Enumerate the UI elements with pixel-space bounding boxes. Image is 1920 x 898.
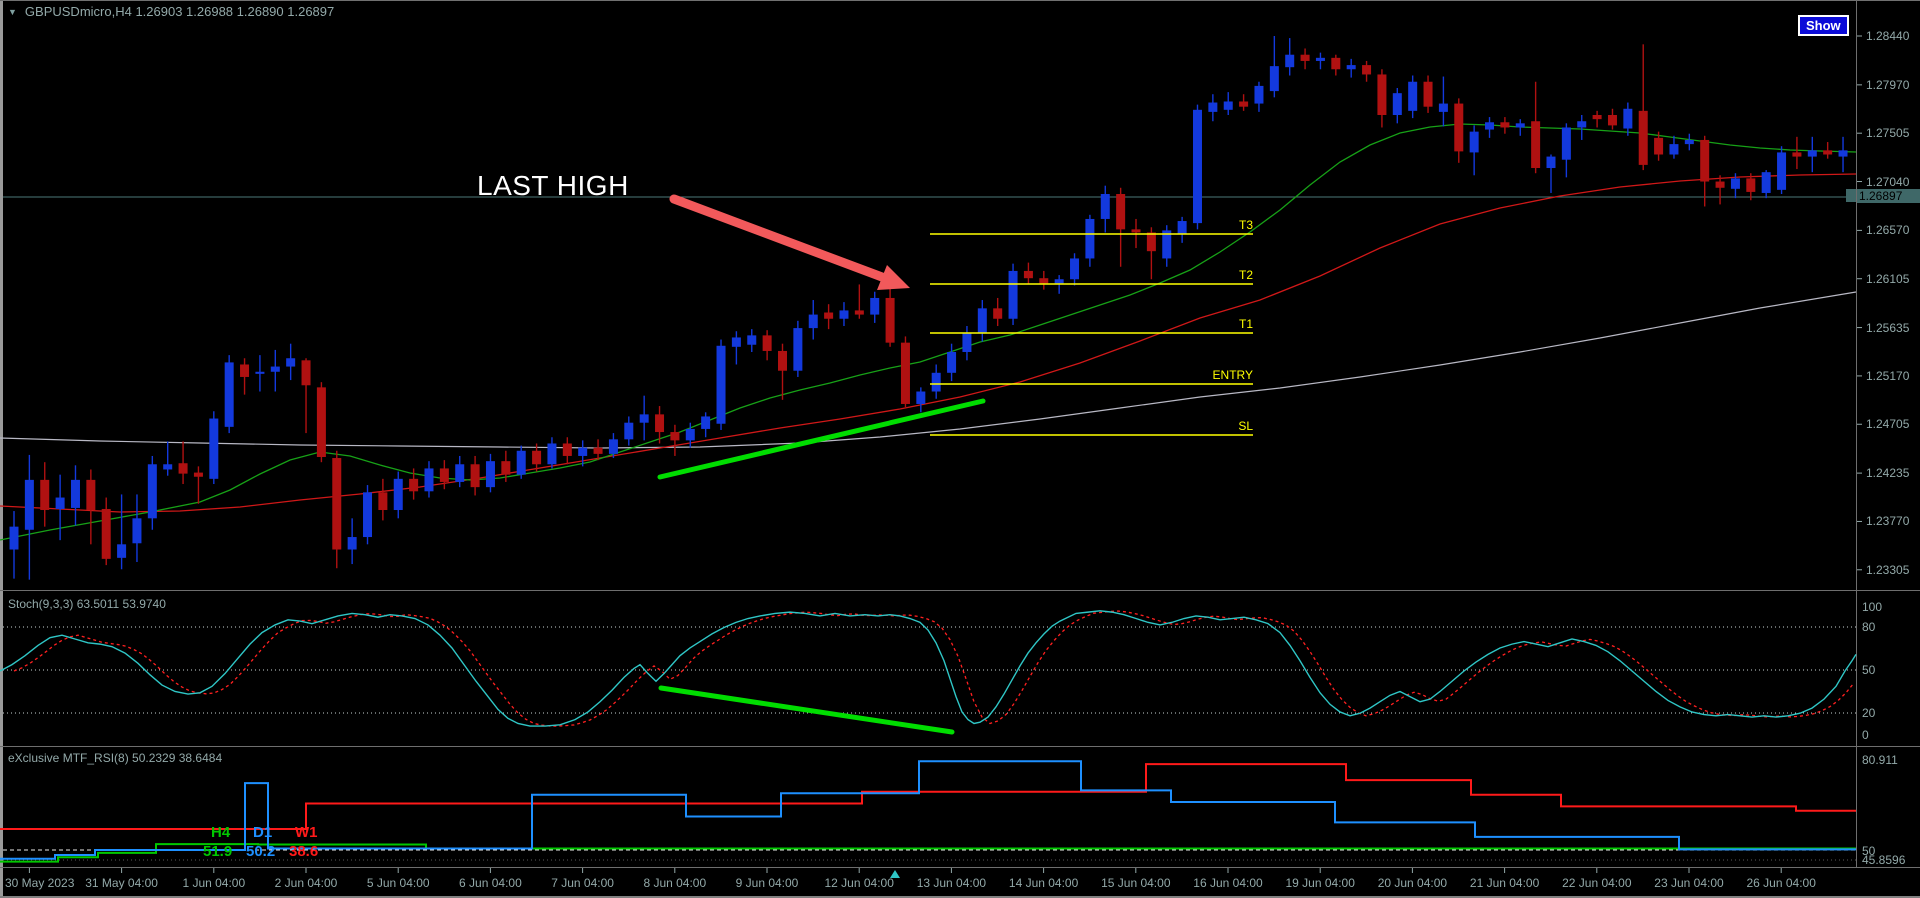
symbol-ohlc-text: GBPUSDmicro,H4 1.26903 1.26988 1.26890 1…: [24, 4, 335, 19]
rsi-indicator-header: eXclusive MTF_RSI(8) 50.2329 38.6484: [8, 751, 223, 765]
time-label: 13 Jun 04:00: [916, 876, 987, 890]
level-label-sl[interactable]: SL: [1238, 419, 1253, 433]
level-label-t3[interactable]: T3: [1238, 218, 1253, 232]
time-label: 2 Jun 04:00: [274, 876, 338, 890]
time-label: 20 Jun 04:00: [1377, 876, 1448, 890]
price-label: 1.27505: [1866, 126, 1910, 141]
price-label: 1.27970: [1866, 77, 1910, 92]
time-label: 21 Jun 04:00: [1469, 876, 1540, 890]
stoch-scale-label: 0: [1862, 728, 1869, 742]
chart-list-icon: ▼: [8, 7, 17, 17]
time-label: 26 Jun 04:00: [1746, 876, 1816, 890]
time-label: 15 Jun 04:00: [1101, 876, 1171, 890]
time-label: 7 Jun 04:00: [551, 876, 614, 890]
price-label: 1.23770: [1866, 514, 1910, 529]
main-chart-area[interactable]: [0, 16, 1856, 588]
price-label: 1.24235: [1866, 466, 1910, 481]
rsi-value-h4: 51.9: [203, 843, 233, 860]
time-label: 16 Jun 04:00: [1193, 876, 1263, 890]
stoch-scale-label: 50: [1862, 663, 1876, 677]
time-label: 1 Jun 04:00: [182, 876, 246, 890]
rsi-scale-label: 80.911: [1862, 753, 1898, 767]
time-label: 31 May 04:00: [85, 876, 158, 890]
price-label: 1.28440: [1866, 29, 1910, 43]
price-label: 1.24705: [1866, 417, 1910, 432]
rsi-legend-d1: D1: [253, 824, 273, 841]
time-label: 23 Jun 04:00: [1654, 876, 1724, 890]
price-label: 1.27040: [1866, 174, 1910, 189]
rsi-value-w1: 38.6: [289, 843, 319, 860]
time-label: 8 Jun 04:00: [643, 876, 707, 890]
last-high-annotation[interactable]: LAST HIGH: [477, 170, 629, 201]
time-label: 12 Jun 04:00: [824, 876, 894, 890]
level-label-entry[interactable]: ENTRY: [1212, 368, 1253, 382]
level-label-t1[interactable]: T1: [1238, 317, 1253, 331]
time-label: 30 May 2023: [5, 876, 75, 890]
price-label: 1.26105: [1866, 271, 1910, 286]
rsi-legend-w1: W1: [295, 824, 318, 841]
stoch-scale-label: 20: [1862, 706, 1876, 720]
time-label: 19 Jun 04:00: [1285, 876, 1355, 890]
price-label: 1.26570: [1866, 223, 1910, 238]
rsi-legend-h4: H4: [211, 824, 231, 841]
chart-title: ▼ GBPUSDmicro,H4 1.26903 1.26988 1.26890 …: [8, 4, 334, 19]
current-price-tag: 1.26897: [1857, 189, 1920, 203]
price-label: 1.23305: [1866, 562, 1910, 577]
time-label: 9 Jun 04:00: [735, 876, 799, 890]
stoch-panel-area[interactable]: [0, 592, 1856, 744]
level-label-t2[interactable]: T2: [1238, 268, 1253, 282]
stoch-scale-label: 80: [1862, 620, 1876, 634]
rsi-scale-label: 45.8596: [1862, 853, 1906, 867]
stoch-indicator-header: Stoch(9,3,3) 63.5011 53.9740: [8, 597, 166, 611]
time-label: 6 Jun 04:00: [459, 876, 522, 890]
rsi-scale-label: 50: [1862, 844, 1876, 858]
stoch-scale-label: 100: [1862, 600, 1883, 614]
time-label: 5 Jun 04:00: [366, 876, 430, 890]
show-button[interactable]: Show: [1798, 15, 1849, 36]
time-label: 22 Jun 04:00: [1562, 876, 1632, 890]
rsi-panel-area[interactable]: [0, 748, 1856, 867]
price-label: 1.25635: [1866, 320, 1910, 335]
rsi-value-d1: 50.2: [246, 843, 276, 860]
time-label: 14 Jun 04:00: [1008, 876, 1079, 890]
price-label: 1.25170: [1866, 368, 1910, 383]
